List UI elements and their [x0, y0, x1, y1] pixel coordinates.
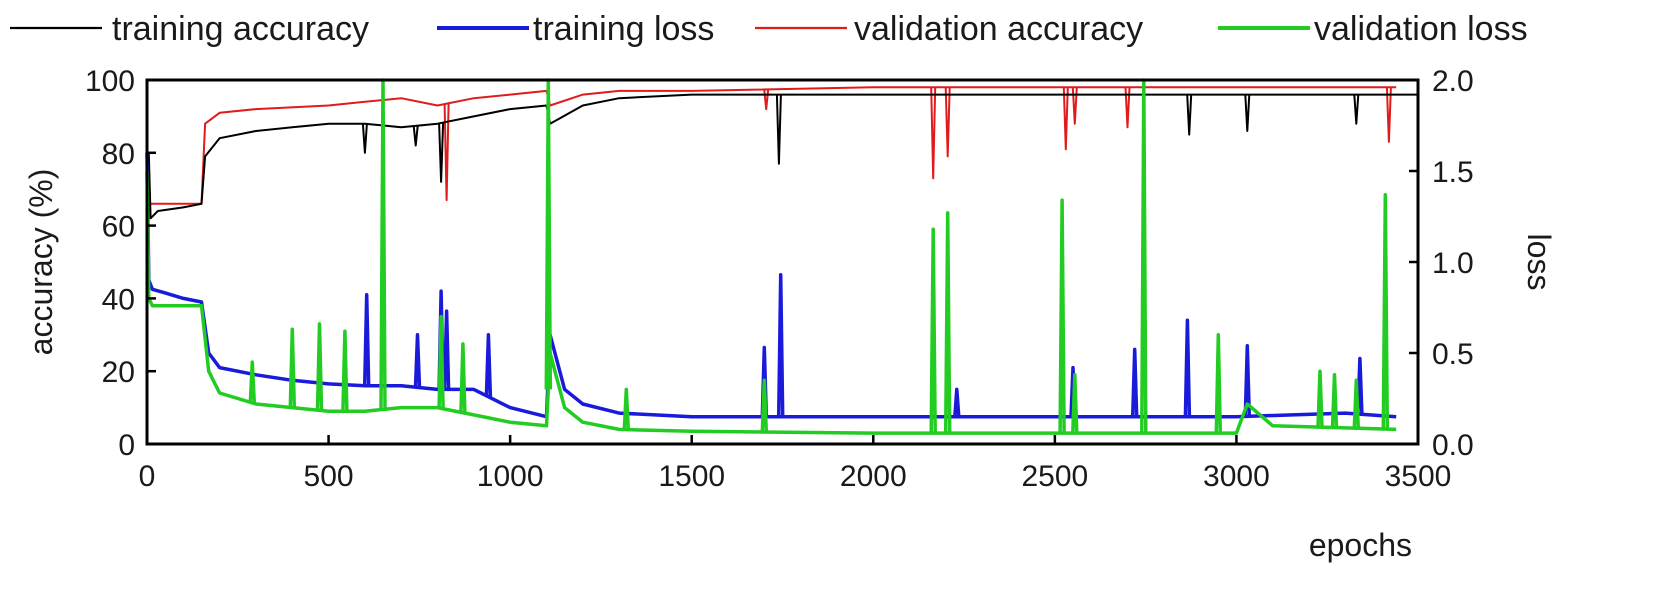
spike-validation-loss [1381, 192, 1390, 430]
legend-label: validation accuracy [854, 10, 1143, 48]
spike-validation-accuracy [1071, 87, 1078, 125]
spike-training-loss [442, 309, 451, 390]
legend-item-validation-loss: validation loss [1218, 10, 1528, 48]
series-training-accuracy [146, 93, 1419, 220]
spike-training-accuracy [412, 125, 419, 147]
series-validation-accuracy [147, 86, 1397, 205]
spike-validation-accuracy [1385, 87, 1392, 143]
spike-validation-loss [943, 211, 952, 434]
spike-validation-accuracy [443, 103, 450, 202]
spike-validation-accuracy [763, 89, 770, 111]
spike-validation-loss [248, 360, 257, 403]
legend-item-training-loss: training loss [437, 10, 714, 48]
spike-training-accuracy [361, 123, 368, 154]
spike-validation-loss [622, 387, 631, 430]
spike-validation-accuracy [930, 87, 937, 180]
axis-layer: 0 500 1000 1500 2000 2500 3000 3500 0 20 40 60 80 100… [85, 65, 1474, 493]
y-left-tick-label: 20 [102, 356, 135, 389]
spike-training-accuracy [1186, 94, 1193, 136]
spike-training-loss [413, 333, 422, 388]
spike-training-loss [1130, 347, 1139, 417]
spike-validation-loss [544, 78, 553, 390]
spike-validation-accuracy [1062, 87, 1069, 151]
y-left-tick-label: 0 [118, 429, 135, 462]
x-tick-label: 1000 [477, 460, 544, 493]
spike-training-loss [484, 333, 493, 397]
spike-validation-loss [1140, 78, 1148, 434]
x-tick-label: 2000 [840, 460, 907, 493]
series-training-loss [145, 152, 1397, 419]
spike-validation-loss [1071, 373, 1079, 434]
y-right-tick-label: 1.0 [1432, 247, 1474, 280]
x-tick-label: 2500 [1021, 460, 1088, 493]
x-tick-label: 500 [304, 460, 354, 493]
spike-validation-loss [1352, 378, 1361, 429]
spike-validation-loss [288, 327, 297, 408]
legend-label: training accuracy [112, 10, 369, 48]
series-layer [145, 78, 1419, 435]
spike-validation-loss [1330, 373, 1339, 428]
spike-validation-accuracy [944, 87, 951, 158]
spike-validation-loss [760, 378, 769, 433]
x-axis-title: epochs [1309, 527, 1412, 563]
series-line-training-accuracy [146, 93, 1419, 220]
spike-validation-loss [437, 314, 445, 409]
y-right-tick-label: 0.5 [1432, 338, 1474, 371]
legend-item-training-accuracy: training accuracy [10, 10, 369, 48]
y-left-tick-label: 100 [85, 65, 135, 98]
legend: training accuracy training loss validation… [10, 10, 1528, 48]
spike-validation-loss [1058, 198, 1066, 434]
x-tick-label: 3000 [1203, 460, 1270, 493]
spike-validation-accuracy [1124, 87, 1131, 129]
spike-training-loss [776, 272, 785, 417]
series-validation-loss [145, 78, 1397, 435]
legend-item-validation-accuracy: validation accuracy [755, 10, 1143, 48]
legend-label: training loss [533, 10, 714, 48]
y-axis-left-title: accuracy (%) [23, 169, 59, 356]
x-tick-label: 0 [139, 460, 156, 493]
spike-training-loss [1183, 318, 1192, 417]
y-left-tick-label: 80 [102, 138, 135, 171]
spike-training-loss [1243, 343, 1252, 417]
series-line-training-loss [145, 152, 1397, 419]
spike-training-accuracy [438, 122, 445, 183]
series-line-validation-accuracy [147, 86, 1397, 205]
spike-training-accuracy [775, 94, 782, 165]
spike-validation-loss [459, 342, 467, 413]
series-line-validation-loss [145, 170, 1397, 435]
y-right-tick-label: 2.0 [1432, 65, 1474, 98]
legend-label: validation loss [1314, 10, 1528, 48]
spike-validation-loss [315, 322, 324, 411]
x-tick-label: 1500 [658, 460, 725, 493]
y-right-tick-label: 0.0 [1432, 429, 1474, 462]
spike-validation-loss [929, 227, 937, 434]
spike-validation-loss [379, 78, 387, 410]
y-left-tick-label: 60 [102, 211, 135, 244]
y-axis-right-title: loss [1521, 234, 1557, 291]
x-tick-label: 3500 [1385, 460, 1452, 493]
y-left-tick-label: 40 [102, 283, 135, 316]
spike-training-loss [953, 387, 961, 417]
spike-validation-loss [1316, 369, 1324, 428]
y-right-tick-label: 1.5 [1432, 156, 1474, 189]
spike-validation-loss [1214, 333, 1223, 434]
spike-training-accuracy [1244, 94, 1251, 132]
spike-training-loss [362, 293, 371, 386]
spike-validation-loss [341, 329, 349, 412]
spike-training-accuracy [1353, 94, 1360, 125]
